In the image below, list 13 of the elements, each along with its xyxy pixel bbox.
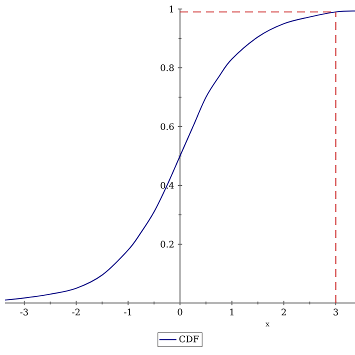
x-tick-label: 1	[230, 308, 234, 316]
y-tick-label: 1	[170, 6, 174, 12]
line-series	[4, 10, 355, 301]
x-tick-label: 2	[282, 308, 286, 316]
y-tick-label: 0.6	[160, 123, 174, 130]
x-tick-label: -3	[20, 308, 28, 316]
x-tick-label: 3	[334, 308, 338, 316]
x-tick-label: -1	[124, 308, 132, 316]
x-tick-label: -2	[72, 308, 80, 316]
y-tick-label: 0.2	[160, 240, 174, 248]
legend-label: CDF	[179, 336, 199, 342]
y-tick-label: 0.8	[160, 64, 174, 72]
x-tick-label: 0	[178, 308, 182, 316]
